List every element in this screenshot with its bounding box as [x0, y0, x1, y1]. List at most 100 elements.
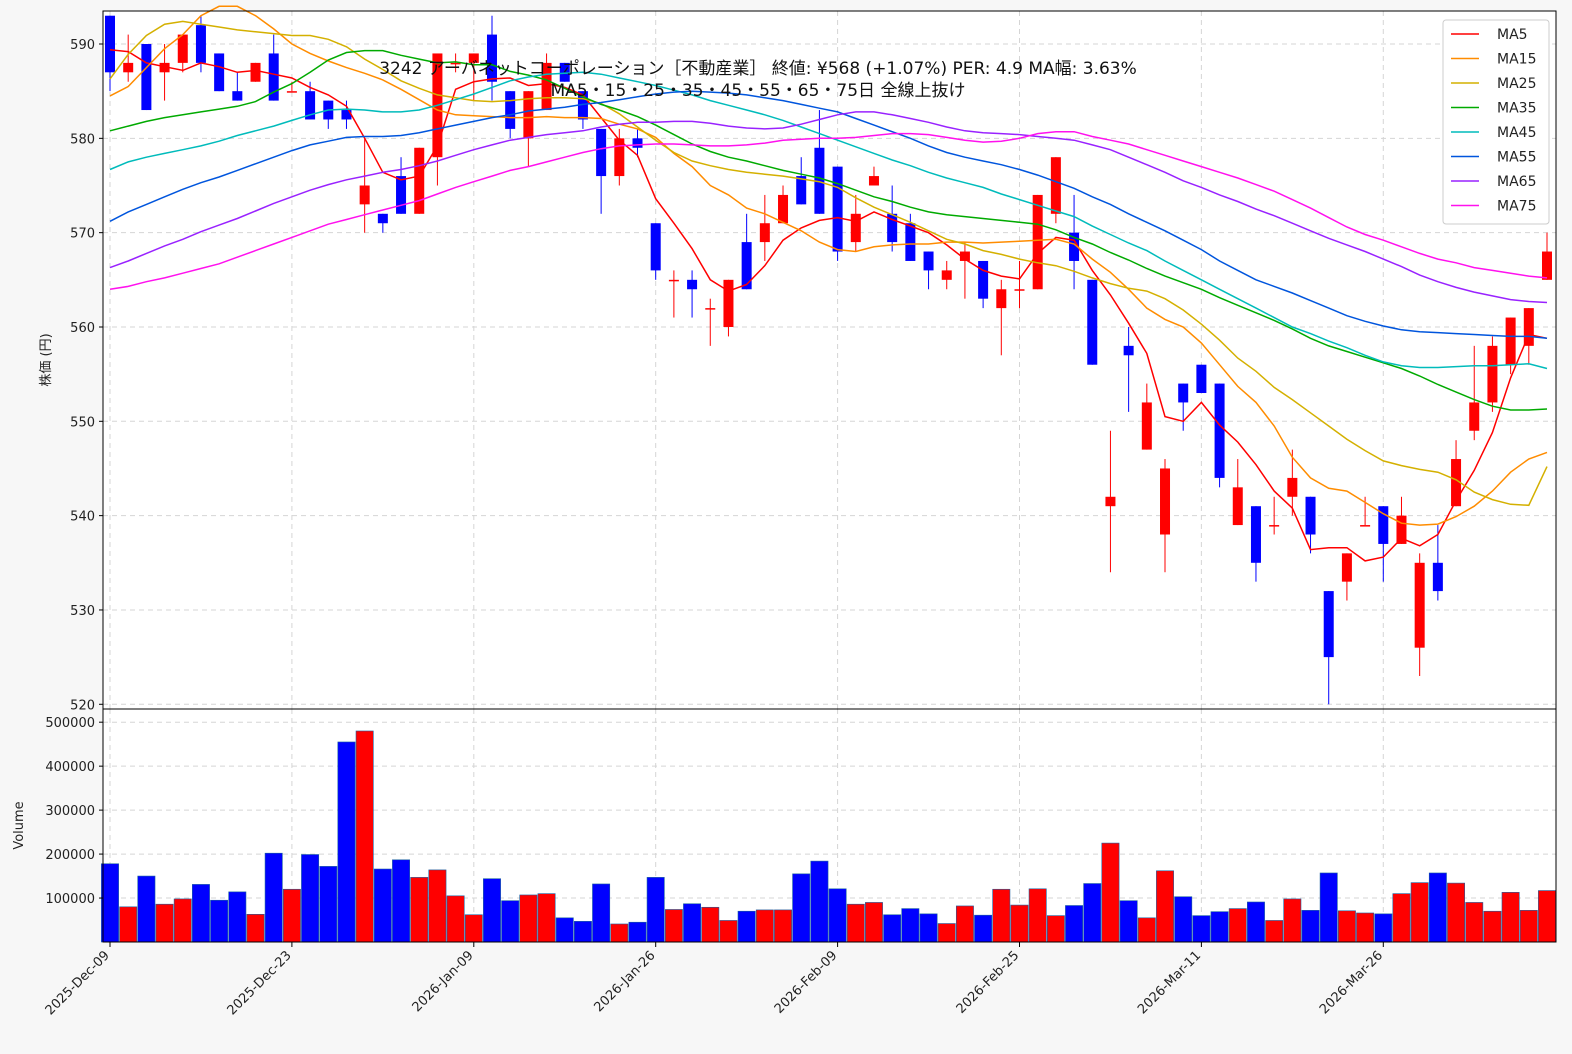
candle-body — [250, 62, 261, 82]
volume-bar — [537, 893, 556, 943]
candle-body — [1032, 194, 1043, 290]
candle-body — [159, 62, 170, 73]
volume-bar — [464, 914, 483, 943]
ma-line-ma35 — [109, 49, 1548, 411]
volume-bar — [1028, 888, 1047, 943]
volume-bar — [483, 878, 501, 943]
ma-line-ma5 — [109, 48, 1548, 562]
ma-line-ma25 — [109, 20, 1548, 507]
candle-body — [1414, 562, 1425, 648]
candle-body — [123, 62, 134, 73]
ma-line-ma65 — [109, 111, 1548, 304]
volume-bar — [1356, 912, 1375, 943]
volume-bar — [446, 895, 465, 943]
volume-bar — [501, 900, 520, 943]
candle-body — [1305, 496, 1316, 535]
volume-bar — [792, 873, 811, 943]
volume-bar — [173, 898, 192, 943]
candle-body — [1105, 496, 1116, 507]
legend-label: MA35 — [1497, 101, 1536, 117]
volume-bar — [828, 888, 847, 943]
candle-body — [1360, 525, 1371, 527]
volume-bar — [1519, 910, 1538, 943]
volume-bar — [1210, 911, 1229, 943]
candle-body — [996, 289, 1007, 309]
volume-bar — [246, 914, 265, 943]
ma-line-ma75 — [109, 130, 1548, 291]
legend-label: MA15 — [1497, 52, 1536, 68]
volume-bar — [1447, 882, 1465, 943]
volume-bar — [410, 877, 429, 943]
candle-body — [1323, 591, 1334, 658]
candle-body — [596, 128, 607, 177]
volume-bar — [1465, 902, 1484, 943]
volume-bar — [883, 914, 902, 943]
candle-body — [486, 34, 497, 82]
candle-body — [468, 53, 479, 63]
volume-bar — [664, 909, 683, 943]
candle-body — [1050, 157, 1061, 214]
volume-bar — [755, 909, 774, 943]
price-y-tick-label: 540 — [70, 510, 95, 525]
price-y-tick-label: 590 — [70, 38, 95, 53]
volume-bar — [1319, 872, 1338, 943]
volume-bar — [1538, 890, 1556, 943]
volume-bar — [628, 921, 647, 943]
candle-body — [1505, 317, 1516, 365]
candle-body — [1469, 402, 1480, 431]
candle-body — [796, 176, 807, 205]
candle-body — [1232, 487, 1243, 526]
candle-body — [1069, 232, 1080, 261]
volume-bar — [774, 909, 792, 943]
candle-body — [741, 242, 752, 290]
volume-y-tick-label: 400000 — [45, 760, 95, 775]
volume-bar — [319, 866, 338, 943]
volume-bar — [937, 923, 956, 943]
candle-body — [214, 53, 225, 92]
volume-bar — [1174, 896, 1193, 943]
candle-body — [687, 279, 698, 290]
legend: MA5 MA15 MA25 MA35 MA45 MA55 MA65 MA75 — [1442, 19, 1550, 225]
volume-bar — [1065, 905, 1084, 943]
candle-body — [941, 270, 952, 280]
legend-label: MA45 — [1497, 125, 1536, 141]
candle-body — [1378, 506, 1389, 544]
candle-body — [377, 213, 388, 224]
volume-bar — [1501, 892, 1520, 943]
volume-bar — [1192, 915, 1211, 943]
candle-body — [923, 251, 934, 271]
candle-body — [414, 147, 425, 214]
candle-body — [141, 44, 152, 111]
volume-bar — [155, 903, 174, 943]
volume-bar — [137, 875, 156, 943]
volume-bar — [846, 903, 865, 943]
volume-bar — [1392, 893, 1411, 943]
legend-label: MA5 — [1497, 27, 1528, 43]
volume-bar — [519, 894, 538, 943]
price-y-tick-label: 520 — [70, 698, 95, 713]
volume-bar — [573, 921, 592, 943]
candle-body — [1396, 515, 1407, 544]
volume-bar — [1046, 915, 1065, 943]
volume-bar — [719, 920, 738, 943]
volume-bar — [1101, 842, 1120, 943]
legend-label: MA55 — [1497, 150, 1536, 166]
candle-body — [1123, 345, 1134, 356]
price-y-tick-label: 550 — [70, 415, 95, 430]
candle-body — [614, 138, 625, 177]
legend-label: MA75 — [1497, 199, 1536, 215]
ma-line-ma55 — [109, 90, 1548, 340]
volume-bars — [101, 730, 1556, 943]
candle-body — [505, 91, 516, 129]
volume-bar — [228, 891, 247, 943]
candle-body — [286, 91, 297, 93]
volume-bar — [1010, 904, 1029, 943]
volume-y-tick-label: 200000 — [45, 848, 95, 863]
volume-bar — [282, 888, 301, 943]
candle-body — [523, 91, 534, 139]
volume-bar — [701, 906, 720, 943]
volume-bar — [210, 899, 229, 943]
candle-body — [1141, 402, 1152, 450]
chart-subtitle: MA5・15・25・35・45・55・65・75日 全線上抜け — [551, 81, 966, 101]
